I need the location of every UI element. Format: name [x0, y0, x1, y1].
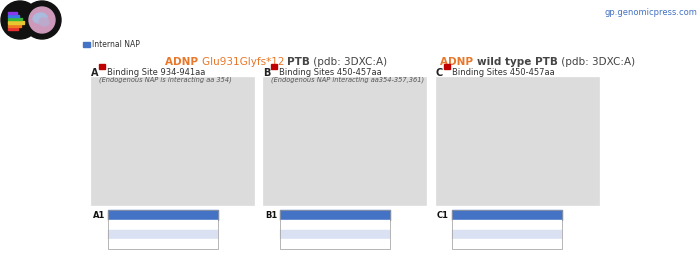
- Bar: [452, 239, 562, 249]
- Text: gp.genomicpress.com: gp.genomicpress.com: [604, 8, 697, 17]
- Bar: [108, 220, 218, 230]
- Text: A: A: [91, 68, 99, 78]
- Text: B: B: [263, 68, 270, 78]
- Text: Glu931Glyfs*12: Glu931Glyfs*12: [202, 57, 288, 67]
- Bar: [263, 77, 426, 205]
- Text: -264.85: -264.85: [363, 222, 388, 228]
- Text: B1: B1: [265, 210, 277, 220]
- Text: 160.58: 160.58: [365, 241, 388, 247]
- Text: Confidence Score: Confidence Score: [454, 231, 512, 237]
- Text: A1: A1: [92, 210, 105, 220]
- Circle shape: [1, 1, 39, 39]
- Text: ADNP: ADNP: [440, 57, 477, 67]
- Bar: [271, 64, 277, 69]
- Text: Rank: Rank: [301, 212, 321, 218]
- Text: Rank: Rank: [473, 212, 493, 218]
- Bar: [8, 12, 17, 14]
- Text: PTB: PTB: [535, 57, 557, 67]
- Bar: [8, 21, 24, 24]
- Bar: [108, 230, 218, 239]
- Text: 159.85: 159.85: [193, 241, 216, 247]
- Text: -268.88: -268.88: [190, 222, 216, 228]
- Bar: [452, 230, 562, 239]
- Text: Docking Score: Docking Score: [282, 222, 330, 228]
- Bar: [452, 210, 562, 220]
- Bar: [280, 220, 390, 230]
- Text: Model 1: Model 1: [346, 212, 378, 218]
- Text: 0.42: 0.42: [545, 231, 560, 237]
- Text: Binding Site 934-941aa: Binding Site 934-941aa: [107, 68, 205, 77]
- Bar: [83, 42, 90, 47]
- Bar: [108, 210, 218, 220]
- Text: C: C: [436, 68, 443, 78]
- Text: (Endogenous NAP is interacting aa 354): (Endogenous NAP is interacting aa 354): [99, 76, 232, 83]
- Text: (pdb: 3DXC:A): (pdb: 3DXC:A): [310, 57, 387, 67]
- Text: Ligand rmsd (Å): Ligand rmsd (Å): [110, 240, 163, 248]
- Text: Model 1: Model 1: [519, 212, 550, 218]
- Text: ADNP: ADNP: [165, 57, 202, 67]
- Bar: [99, 64, 104, 69]
- Bar: [8, 25, 21, 27]
- Text: C1: C1: [437, 210, 449, 220]
- Circle shape: [29, 7, 55, 33]
- Text: Binding Sites 450-457aa: Binding Sites 450-457aa: [452, 68, 554, 77]
- Text: Binding Sites 450-457aa: Binding Sites 450-457aa: [279, 68, 382, 77]
- Text: PTB: PTB: [288, 57, 310, 67]
- Text: 0.9080: 0.9080: [365, 231, 388, 237]
- Text: (Endogenous NAP interacting aa354-357,361): (Endogenous NAP interacting aa354-357,36…: [271, 76, 424, 83]
- Bar: [452, 220, 562, 230]
- Bar: [280, 210, 390, 220]
- Ellipse shape: [33, 13, 47, 23]
- Ellipse shape: [39, 18, 49, 26]
- Bar: [108, 239, 218, 249]
- Bar: [280, 239, 390, 249]
- Bar: [436, 77, 599, 205]
- Text: wild type: wild type: [477, 57, 535, 67]
- Text: Docking Score: Docking Score: [110, 222, 158, 228]
- Text: Internal NAP: Internal NAP: [92, 40, 140, 49]
- Text: 0.9151: 0.9151: [193, 231, 216, 237]
- Bar: [108, 210, 218, 249]
- Text: Confidence Score: Confidence Score: [282, 231, 340, 237]
- Bar: [91, 77, 254, 205]
- Text: Ligand rmsd (Å): Ligand rmsd (Å): [282, 240, 335, 248]
- Text: (pdb: 3DXC:A): (pdb: 3DXC:A): [557, 57, 635, 67]
- Bar: [8, 15, 19, 17]
- Text: Ligand rmsd (Å): Ligand rmsd (Å): [454, 240, 508, 248]
- Bar: [280, 230, 390, 239]
- Text: -133.06: -133.06: [535, 222, 560, 228]
- Bar: [8, 28, 18, 30]
- Bar: [280, 210, 390, 249]
- Circle shape: [23, 1, 61, 39]
- Text: Docking Score: Docking Score: [454, 222, 502, 228]
- Text: Model 1: Model 1: [175, 212, 206, 218]
- Bar: [444, 64, 449, 69]
- Bar: [8, 18, 22, 20]
- Text: Confidence Score: Confidence Score: [110, 231, 169, 237]
- Text: 180.53: 180.53: [537, 241, 560, 247]
- Text: Rank: Rank: [129, 212, 148, 218]
- Bar: [452, 210, 562, 249]
